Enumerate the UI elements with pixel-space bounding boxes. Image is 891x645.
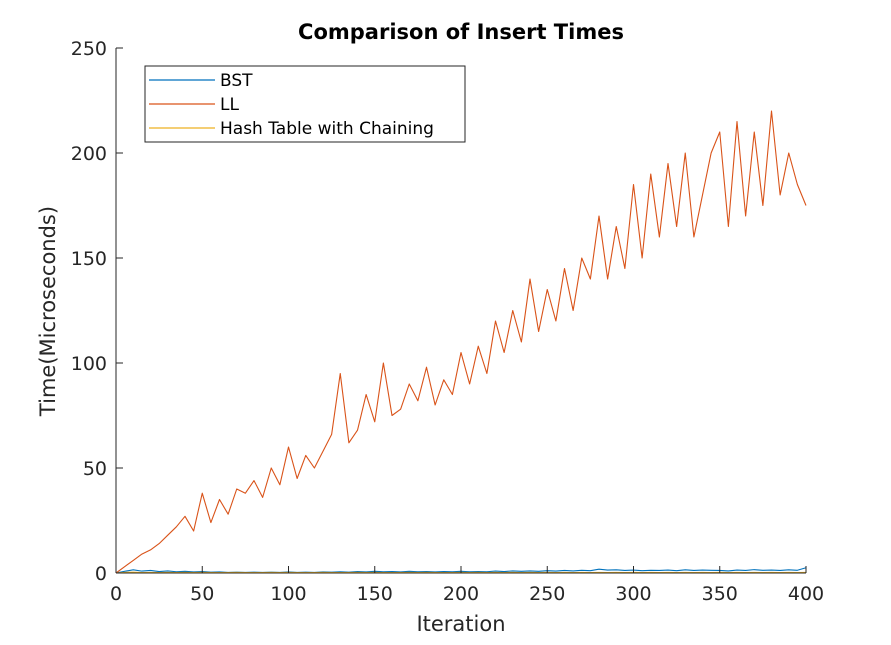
x-tick-label: 400	[788, 583, 824, 605]
x-tick-label: 300	[615, 583, 651, 605]
x-tick-label: 250	[529, 583, 565, 605]
y-tick-label: 200	[71, 143, 107, 165]
legend-label-2: Hash Table with Chaining	[220, 119, 434, 139]
y-tick-label: 250	[71, 38, 107, 60]
x-tick-label: 350	[702, 583, 738, 605]
chart-title: Comparison of Insert Times	[298, 20, 624, 44]
y-tick-label: 150	[71, 248, 107, 270]
legend: BST LL Hash Table with Chaining	[144, 65, 466, 143]
x-tick-label: 200	[443, 583, 479, 605]
x-axis-label: Iteration	[416, 612, 505, 636]
y-tick-label: 50	[83, 458, 107, 480]
legend-label-0: BST	[220, 71, 253, 91]
x-tick-label: 150	[357, 583, 393, 605]
x-tick-label: 0	[110, 583, 122, 605]
y-tick-label: 0	[95, 563, 107, 585]
x-tick-label: 100	[270, 583, 306, 605]
y-axis-label: Time(Microseconds)	[36, 206, 60, 417]
ticks: 0 50 100 150 200 250 300 350 400 0 50 100 150 200 250	[71, 38, 824, 605]
series-line-1	[115, 110, 807, 574]
x-tick-label: 50	[190, 583, 214, 605]
legend-label-1: LL	[220, 95, 239, 115]
y-tick-label: 100	[71, 353, 107, 375]
